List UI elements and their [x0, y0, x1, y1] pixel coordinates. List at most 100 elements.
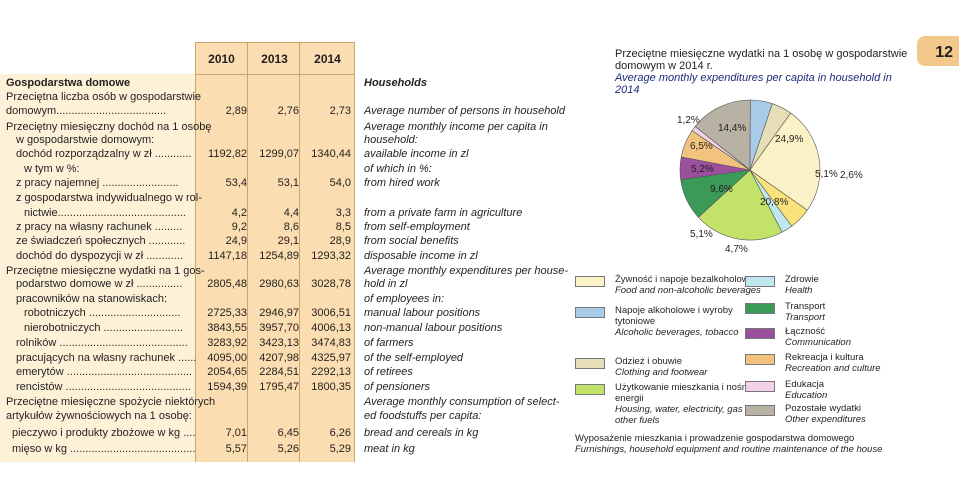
- chart-title: Przeciętne miesięczne wydatki na 1 osobę…: [615, 48, 915, 96]
- cell-2014: 2,73: [329, 105, 351, 117]
- row-label-pl: robotniczych ...........................…: [24, 307, 181, 319]
- row-label-pl: z gospodarstwa indywidualnego w rol-: [16, 192, 202, 204]
- cell-2010: 4,2: [231, 207, 247, 219]
- cell-2014: 8,5: [335, 221, 351, 233]
- year-header: 2010 2013 2014: [195, 44, 354, 74]
- row-label-en: Households: [364, 77, 427, 89]
- row-label-pl: w tym w %:: [24, 163, 80, 175]
- legend-label-pl: Transport: [785, 301, 826, 312]
- page-tab: [917, 36, 959, 66]
- cell-2014: 4325,97: [311, 352, 351, 364]
- cell-2014: 3028,78: [311, 278, 351, 290]
- row-label-pl: Przeciętna liczba osób w gospodarstwie: [6, 91, 202, 103]
- label-band: [0, 74, 195, 462]
- row-label-en: from social benefits: [364, 235, 459, 247]
- row-label-pl: rolników ...............................…: [16, 337, 188, 349]
- legend-swatch: [745, 405, 775, 416]
- cell-2010: 1594,39: [207, 381, 247, 393]
- slice-label: 5,1%: [815, 169, 838, 180]
- chart-title-en: Average monthly expenditures per capita …: [615, 72, 892, 96]
- legend-label-en: Recreation and culture: [785, 363, 881, 374]
- slice-label: 6,5%: [690, 141, 713, 152]
- legend-swatch: [575, 276, 605, 287]
- cell-2013: 4,4: [283, 207, 299, 219]
- legend-label-pl: Edukacja: [785, 379, 825, 390]
- cell-2010: 3283,92: [207, 337, 247, 349]
- legend-label-pl: Napoje alkoholowe i wyroby tytoniowe: [615, 305, 733, 327]
- row-label-en: hold in zl: [364, 278, 408, 290]
- legend-label-pl: Łączność: [785, 326, 826, 337]
- cell-2013: 1795,47: [259, 381, 299, 393]
- legend-label-en: Clothing and footwear: [615, 367, 708, 378]
- row-label-pl: Przeciętne miesięczne wydatki na 1 gos-: [6, 265, 205, 277]
- legend-label-en: Alcoholic beverages, tobacco: [615, 327, 739, 338]
- legend-swatch: [575, 358, 605, 369]
- legend-label-en: Furnishings, household equipment and rou…: [575, 444, 883, 455]
- pie-slice: [697, 169, 783, 241]
- legend-item: Żywność i napoje bezalkoholowe Food and n…: [615, 274, 765, 296]
- legend-swatch: [575, 384, 605, 395]
- slice-label: 2,6%: [840, 170, 863, 181]
- row-label-en: non-manual labour positions: [364, 322, 503, 334]
- cell-2013: 5,26: [277, 443, 299, 455]
- row-label-en: of which in %:: [364, 163, 432, 175]
- row-label-en: from hired work: [364, 177, 440, 189]
- cell-2013: 2980,63: [259, 278, 299, 290]
- year-2014: 2014: [314, 52, 341, 66]
- row-label-pl: domowym.................................…: [6, 105, 167, 117]
- row-label-en: of farmers: [364, 337, 414, 349]
- row-label-en: Average monthly expenditures per house-: [364, 265, 569, 277]
- row-label-en: household:: [364, 134, 418, 146]
- chart-title-pl: Przeciętne miesięczne wydatki na 1 osobę…: [615, 48, 908, 72]
- row-label-pl: artykułów żywnościowych na 1 osobę:: [6, 410, 192, 422]
- legend-swatch: [745, 276, 775, 287]
- legend-swatch: [745, 303, 775, 314]
- legend-label-en: Other expenditures: [785, 414, 866, 425]
- row-label-pl: z pracy na własny rachunek .........: [16, 221, 183, 233]
- page-number: 12: [935, 44, 953, 61]
- row-label-en: of pensioners: [364, 381, 431, 393]
- cell-2014: 3474,83: [311, 337, 351, 349]
- legend-item: Pozostałe wydatki Other expenditures: [785, 403, 935, 425]
- cell-2010: 2054,65: [207, 366, 247, 378]
- cell-2014: 3,3: [335, 207, 351, 219]
- legend-item: Edukacja Education: [785, 379, 935, 401]
- cell-2013: 3957,70: [259, 322, 299, 334]
- cell-2013: 3423,13: [259, 337, 299, 349]
- row-label-pl: rencistów ..............................…: [16, 381, 191, 393]
- cell-2010: 3843,55: [207, 322, 247, 334]
- row-label-pl: dochód rozporządzalny w zł ............: [16, 148, 192, 160]
- pie-slice: [749, 103, 792, 171]
- legend-item: Wyposażenie mieszkania i prowadzenie gos…: [575, 433, 915, 455]
- row-label-en: bread and cereals in kg: [364, 427, 479, 439]
- row-label-pl: emerytów ...............................…: [16, 366, 193, 378]
- row-label-en: Average monthly income per capita in: [364, 121, 548, 133]
- cell-2013: 53,1: [277, 177, 299, 189]
- chart-panel: 12 Przeciętne miesięczne wydatki na 1 os…: [565, 0, 959, 487]
- row-label-pl: pracowników na stanowiskach:: [16, 293, 168, 305]
- cell-2010: 1147,18: [208, 250, 247, 262]
- row-label-pl: podarstwo domowe w zł ...............: [16, 278, 183, 290]
- slice-label: 5,1%: [690, 229, 713, 240]
- legend-label-pl: Rekreacja i kultura: [785, 352, 864, 363]
- row-label-en: Average number of persons in household: [364, 105, 565, 117]
- row-label-pl: Przeciętne miesięczne spożycie niektóryc…: [6, 396, 216, 408]
- row-label-en: meat in kg: [364, 443, 415, 455]
- legend-label-pl: Pozostałe wydatki: [785, 403, 862, 414]
- cell-2013: 4207,98: [259, 352, 299, 364]
- legend-item: Transport Transport: [785, 301, 935, 323]
- cell-2014: 1340,44: [311, 148, 351, 160]
- cell-2014: 54,0: [329, 177, 351, 189]
- cell-2013: 6,45: [277, 427, 299, 439]
- row-label-en: of the self-employed: [364, 352, 464, 364]
- legend-label-en: Transport: [785, 312, 825, 323]
- cell-2014: 3006,51: [311, 307, 351, 319]
- row-label-pl: w gospodarstwie domowym:: [16, 134, 155, 146]
- legend-label-pl: Zdrowie: [785, 274, 819, 285]
- year-2013: 2013: [261, 52, 288, 66]
- pie-slice: [749, 112, 821, 211]
- cell-2013: 29,1: [277, 235, 299, 247]
- pie-slice: [694, 99, 751, 171]
- slice-label: 9,6%: [710, 184, 733, 195]
- cell-2010: 53,4: [225, 177, 247, 189]
